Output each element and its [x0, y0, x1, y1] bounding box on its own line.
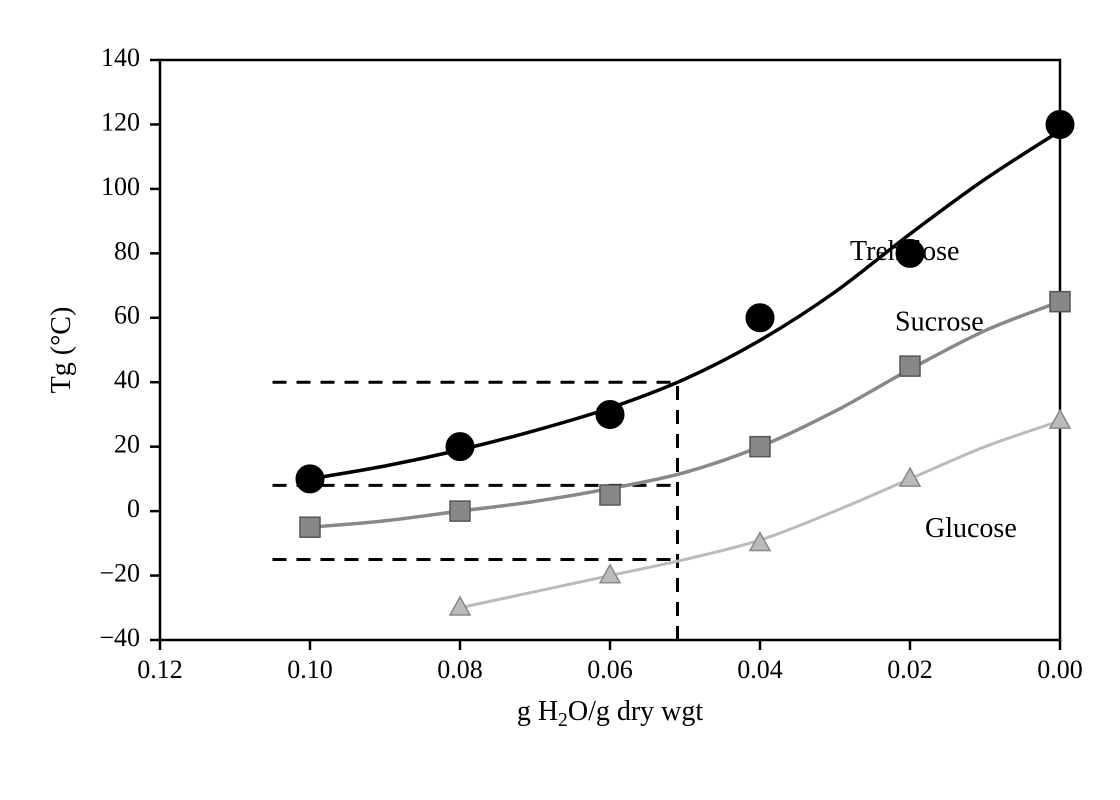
x-tick-label: 0.00: [1037, 655, 1083, 684]
y-axis-label: Tg (°C): [46, 307, 77, 394]
y-tick-label: 0: [127, 494, 140, 523]
marker-circle: [296, 465, 324, 493]
x-axis-label: g H2O/g dry wgt: [517, 696, 704, 731]
y-tick-label: 60: [114, 301, 140, 330]
y-tick-label: 140: [101, 43, 140, 72]
marker-square: [900, 356, 920, 376]
x-tick-label: 0.12: [137, 655, 183, 684]
x-tick-label: 0.06: [587, 655, 633, 684]
x-tick-label: 0.08: [437, 655, 483, 684]
x-tick-label: 0.02: [887, 655, 933, 684]
marker-circle: [446, 433, 474, 461]
marker-square: [750, 437, 770, 457]
x-tick-label: 0.10: [287, 655, 333, 684]
marker-square: [600, 485, 620, 505]
y-tick-label: −40: [99, 623, 140, 652]
series-label-glucose: Glucose: [925, 513, 1017, 544]
series-label-trehalose: Trehalose: [850, 236, 959, 267]
series-label-sucrose: Sucrose: [895, 307, 984, 338]
x-tick-label: 0.04: [737, 655, 783, 684]
y-tick-label: 100: [101, 172, 140, 201]
marker-square: [450, 501, 470, 521]
y-tick-label: 20: [114, 430, 140, 459]
marker-circle: [746, 304, 774, 332]
marker-square: [300, 517, 320, 537]
chart-container: −40 −20 0 20 40 60 80 100 120 140 0.12 0.10 0.08 0.06…: [0, 0, 1120, 800]
marker-circle: [1046, 110, 1074, 138]
y-tick-label: −20: [99, 559, 140, 588]
y-tick-label: 120: [101, 107, 140, 136]
marker-square: [1050, 292, 1070, 312]
tg-chart: −40 −20 0 20 40 60 80 100 120 140 0.12 0.10 0.08 0.06…: [0, 0, 1120, 800]
y-tick-label: 40: [114, 365, 140, 394]
y-tick-label: 80: [114, 236, 140, 265]
marker-circle: [596, 400, 624, 428]
